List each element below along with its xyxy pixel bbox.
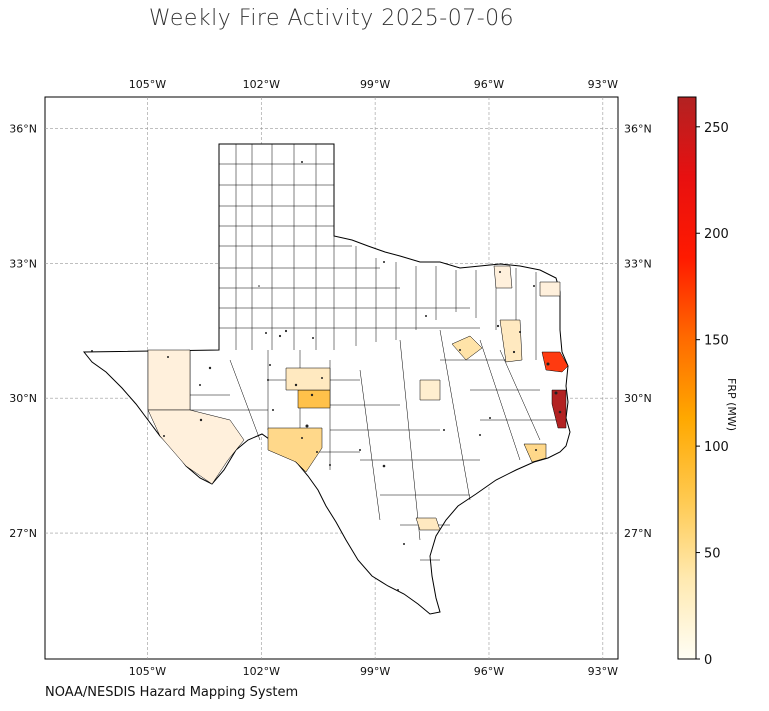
lat-tick-left: 30°N	[9, 392, 37, 405]
latitude-labels-right: 36°N 33°N 30°N 27°N	[624, 122, 652, 540]
fire-county-east-1	[451, 335, 483, 361]
fire-county-gulf	[523, 443, 547, 463]
colorbar-tick-label: 0	[704, 653, 712, 668]
longitude-labels-top: 105°W 102°W 99°W 96°W 93°W	[129, 78, 618, 91]
fire-county-brewster	[267, 427, 323, 473]
colorbar-tick-label: 200	[704, 227, 729, 242]
colorbar-tick-label: 100	[704, 440, 729, 455]
colorbar-tick-label: 150	[704, 334, 729, 349]
latitude-labels-left: 36°N 33°N 30°N 27°N	[9, 122, 37, 540]
colorbar-label: FRP (MW)	[725, 378, 738, 432]
lon-tick-bottom: 93°W	[588, 665, 618, 678]
lat-tick-right: 36°N	[624, 122, 652, 135]
fire-county-ne	[493, 265, 513, 289]
fire-county-south	[415, 517, 441, 531]
colorbar-tick-label: 250	[704, 121, 729, 136]
lat-tick-right: 30°N	[624, 392, 652, 405]
fire-county-crockett	[297, 389, 331, 409]
lon-tick-top: 102°W	[243, 78, 280, 91]
lon-tick-bottom: 105°W	[129, 665, 166, 678]
fire-county-ne-2	[539, 281, 561, 297]
lon-tick-top: 99°W	[360, 78, 390, 91]
fire-county-reagan	[285, 367, 331, 391]
colorbar-ticks: 0 50 100 150 200 250	[696, 121, 729, 668]
lon-tick-top: 96°W	[474, 78, 504, 91]
fire-county-far-west	[147, 349, 191, 411]
lon-tick-top: 105°W	[129, 78, 166, 91]
fire-county-east-2	[499, 319, 523, 363]
lon-tick-bottom: 99°W	[360, 665, 390, 678]
lon-tick-top: 93°W	[588, 78, 618, 91]
colorbar-tick-label: 50	[704, 547, 721, 562]
map-title: Weekly Fire Activity 2025-07-06	[148, 6, 515, 31]
fire-county-shelby	[541, 351, 569, 373]
lat-tick-left: 36°N	[9, 122, 37, 135]
lon-tick-bottom: 96°W	[474, 665, 504, 678]
data-source: NOAA/NESDIS Hazard Mapping System	[45, 685, 299, 700]
lat-tick-right: 27°N	[624, 527, 652, 540]
lat-tick-left: 33°N	[9, 257, 37, 270]
fire-county-central	[419, 379, 441, 401]
fire-county-angelina	[551, 389, 567, 429]
longitude-labels-bottom: 105°W 102°W 99°W 96°W 93°W	[129, 665, 618, 678]
lon-tick-bottom: 102°W	[243, 665, 280, 678]
colorbar	[677, 96, 697, 660]
fire-detections	[91, 161, 562, 591]
lat-tick-left: 27°N	[9, 527, 37, 540]
lat-tick-right: 33°N	[624, 257, 652, 270]
fire-county-presidio	[147, 409, 245, 485]
